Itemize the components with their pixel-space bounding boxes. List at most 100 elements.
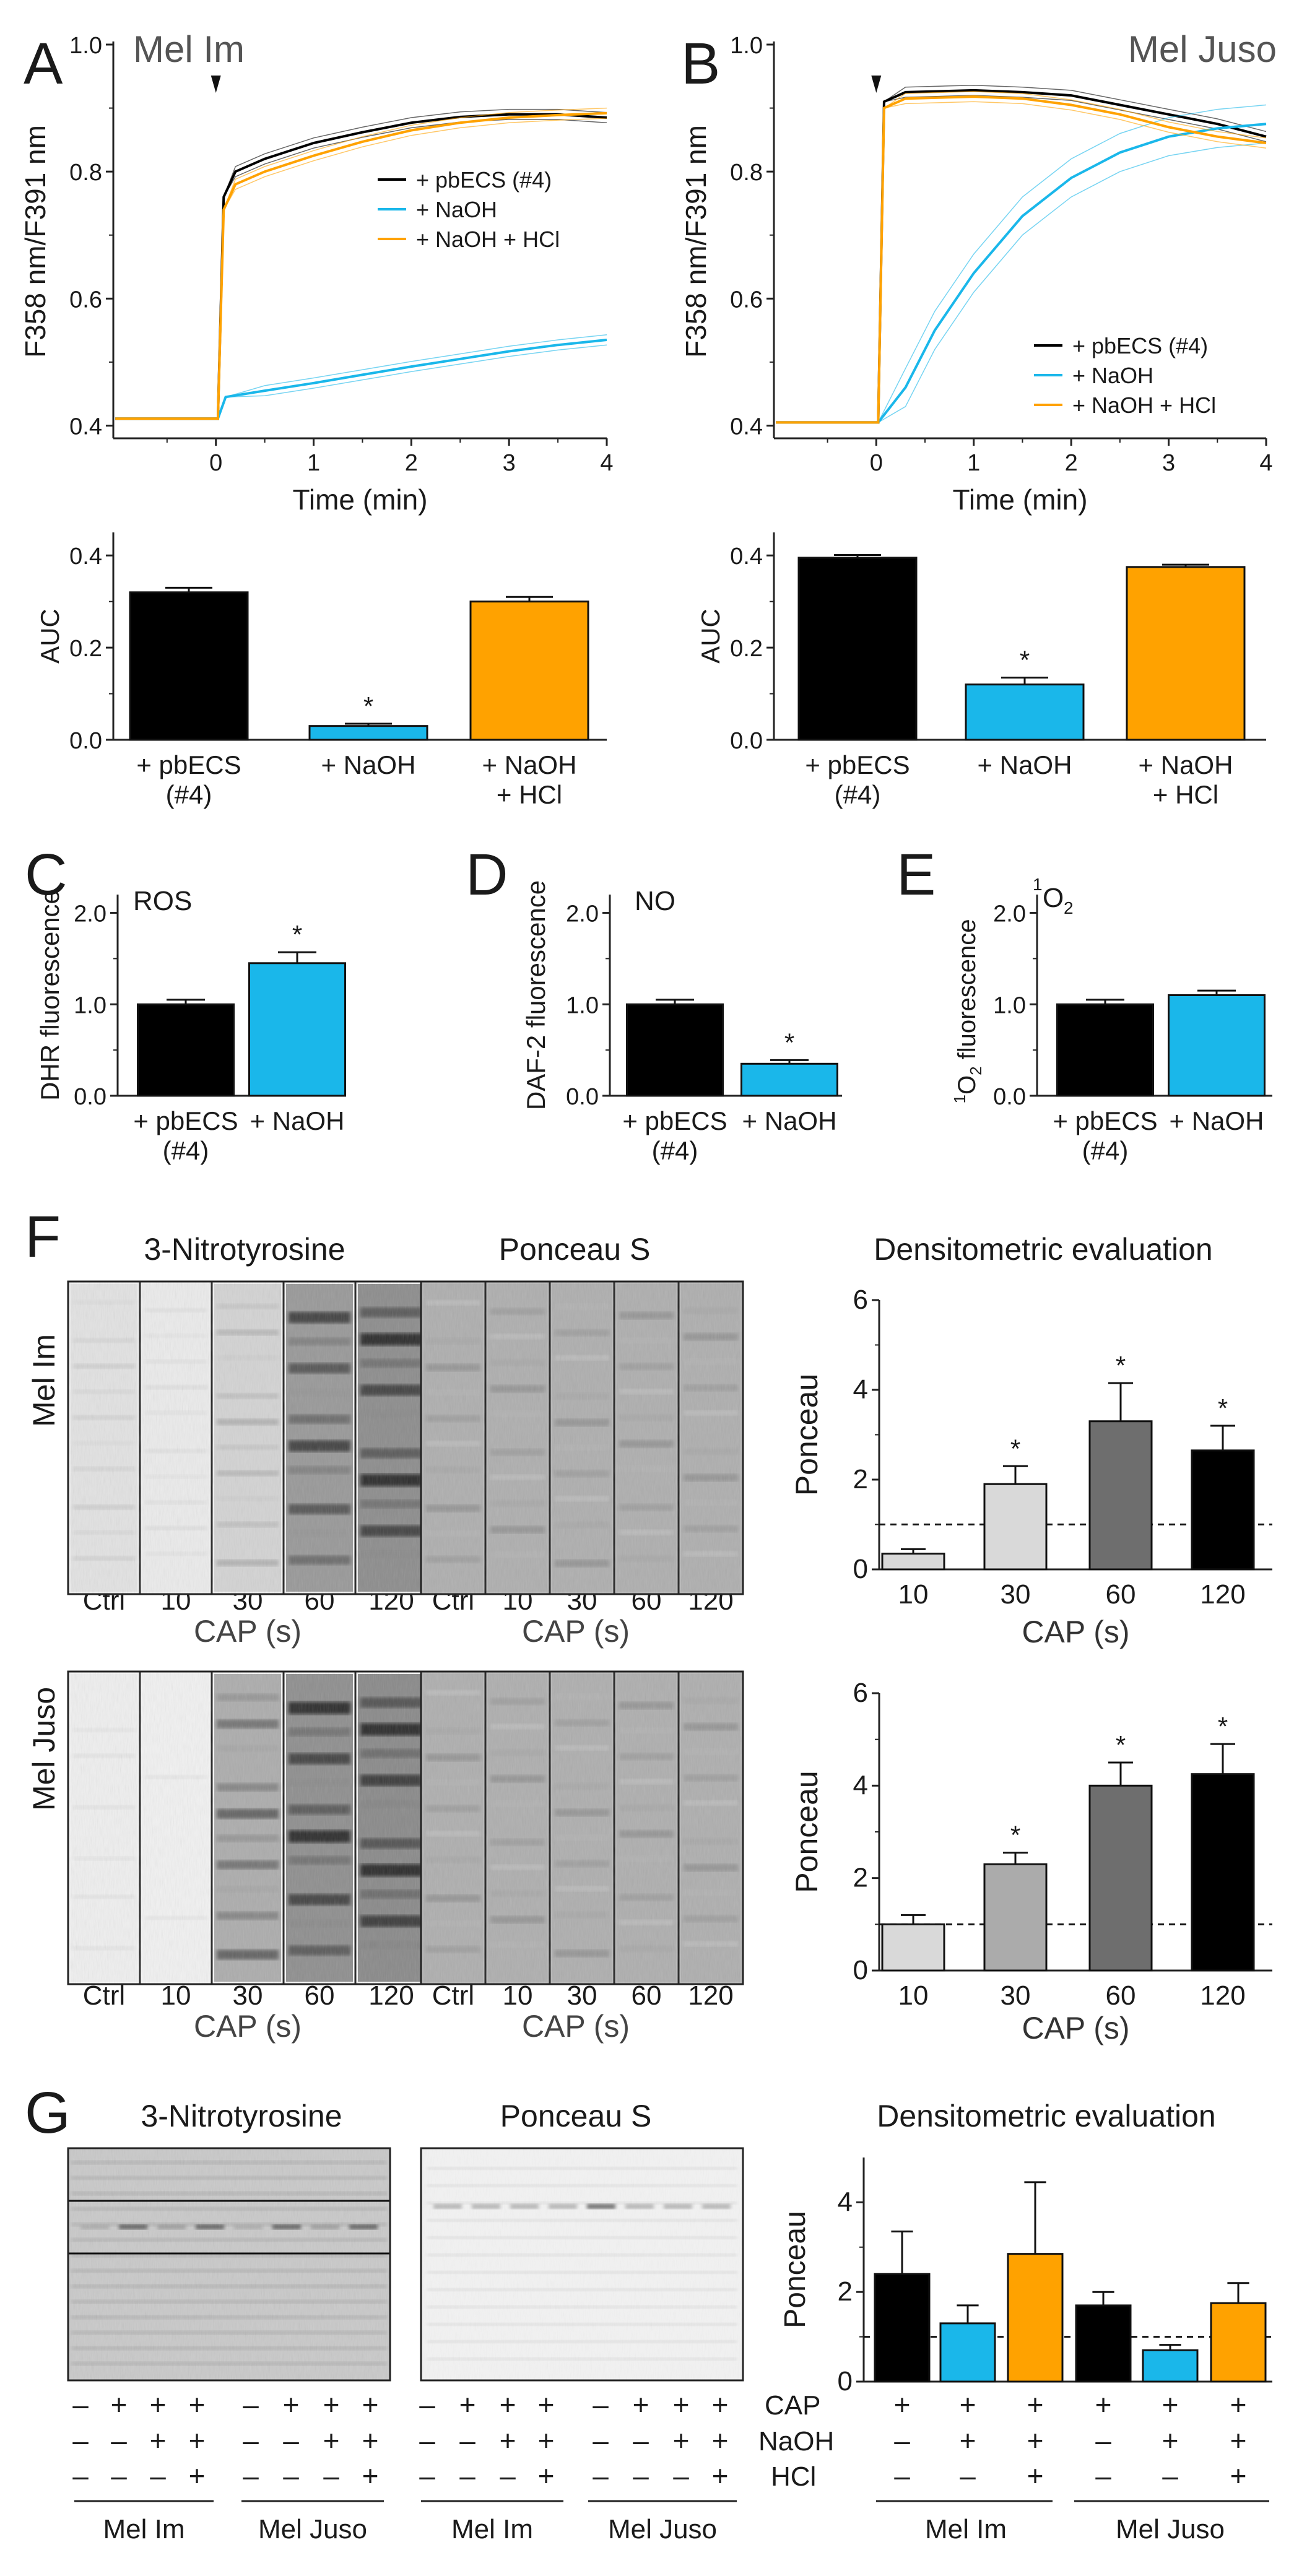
y-tick-label: 0.4 — [730, 414, 763, 440]
y-tick-label: 0.8 — [730, 160, 763, 186]
significance-star: * — [1116, 1730, 1126, 1759]
sign-naoh: + — [323, 2424, 340, 2457]
sign-cap: – — [72, 2388, 89, 2421]
g-densito-title: Densitometric evaluation — [877, 2099, 1216, 2133]
chart-a-trace: 0.4 0.6 0.8 1.0 0 1 2 3 4 Time (min) F358 nm/F391 … — [19, 33, 614, 516]
panel-a-title: Mel Im — [133, 28, 245, 70]
sign-cap: + — [459, 2388, 476, 2421]
category-label: + NaOH — [742, 1106, 837, 1135]
bar — [248, 962, 346, 1097]
bar — [874, 2273, 931, 2383]
x-tick-label: 2 — [1065, 450, 1078, 476]
sign-cap: – — [243, 2388, 259, 2421]
y-tick-label: 1.0 — [69, 33, 102, 59]
f-juso-nitro-cap: CAP (s) — [194, 2009, 302, 2044]
sign-hcl: – — [72, 2460, 89, 2492]
f-juso-ponceau-cap: CAP (s) — [522, 2009, 630, 2044]
y-tick-label: 0.6 — [69, 287, 102, 313]
bar — [1142, 2349, 1199, 2383]
category-label: + NaOH — [978, 750, 1072, 779]
g-nitro-title: 3-Nitrotyrosine — [141, 2099, 342, 2133]
series-sem-line — [115, 107, 607, 419]
bar — [881, 1923, 945, 1972]
sign-naoh: – — [1095, 2424, 1111, 2457]
lane-label: 120 — [688, 1980, 733, 2011]
series-sem-line — [776, 95, 1267, 423]
sign-naoh: + — [960, 2424, 976, 2457]
category-label: + NaOH — [1170, 1106, 1264, 1135]
sign-naoh: + — [673, 2424, 690, 2457]
panel-label-c: C — [25, 842, 67, 908]
y-tick-label: 4 — [838, 2187, 853, 2217]
bar — [1075, 2304, 1132, 2383]
series-line — [776, 89, 1267, 424]
f-ponceau-title: Ponceau S — [499, 1232, 651, 1267]
category-label: (#4) — [652, 1136, 698, 1165]
legend-label: + pbECS (#4) — [1072, 333, 1208, 358]
sign-naoh: – — [633, 2424, 649, 2457]
y-axis-label-text: 1O2 fluorescence — [950, 919, 985, 1104]
sign-cap: + — [1162, 2388, 1179, 2421]
panel-e-title-sub: 2 — [1064, 898, 1074, 917]
y-tick-label: 6 — [853, 1285, 868, 1315]
blot-texture — [68, 1672, 427, 1984]
chart-b-trace: 0.4 0.6 0.8 1.0 0 1 2 3 4 Time (min) F358 nm/F391 … — [680, 33, 1273, 516]
category-label: + pbECS — [136, 750, 241, 779]
blot-f-mel-im-nitrotyrosine — [67, 1280, 428, 1595]
blot-border — [67, 2147, 391, 2382]
bar — [626, 1003, 724, 1097]
category-label: 60 — [1106, 1579, 1136, 1610]
sign-hcl: – — [593, 2460, 609, 2492]
sign-cap: + — [1027, 2388, 1044, 2421]
blot-f-mel-juso-ponceau — [420, 1670, 744, 1985]
x-tick-label: 1 — [967, 450, 980, 476]
sign-hcl: – — [150, 2460, 166, 2492]
y-tick-label: 0.2 — [69, 636, 102, 662]
sign-cap: + — [283, 2388, 300, 2421]
y-tick-label: 4 — [853, 1374, 868, 1405]
category-label: (#4) — [166, 780, 212, 809]
series-sem-line — [115, 108, 607, 419]
significance-star: * — [1010, 1434, 1020, 1463]
x-tick-label: 3 — [1162, 450, 1175, 476]
y-tick-label: 2 — [853, 1863, 868, 1893]
panel-label-f: F — [25, 1204, 61, 1270]
x-axis-label: Time (min) — [292, 484, 427, 516]
y-tick-label: 6 — [853, 1678, 868, 1708]
bar — [1210, 2302, 1267, 2383]
category-label: 120 — [1200, 1579, 1245, 1610]
sign-naoh: – — [283, 2424, 299, 2457]
sign-hcl: – — [283, 2460, 299, 2492]
panel-b-title: Mel Juso — [1128, 28, 1277, 70]
category-label: 60 — [1106, 1980, 1136, 2011]
x-axis-label: CAP (s) — [1022, 2011, 1129, 2045]
significance-star: * — [1020, 646, 1030, 675]
y-tick-label: 2 — [838, 2276, 853, 2307]
sign-naoh: – — [459, 2424, 475, 2457]
chart-f-mel-juso: 0 2 4 6 Ponceau * * * 10 30 60 120 CAP (s) Ctrl 10 30 60… — [83, 1678, 1272, 2045]
y-tick-label: 0 — [853, 1554, 868, 1584]
panel-label-g: G — [25, 2080, 71, 2146]
category-label: 120 — [1200, 1980, 1245, 2011]
significance-star: * — [1218, 1394, 1228, 1423]
category-label: (#4) — [163, 1136, 209, 1165]
y-axis-label: Ponceau — [779, 2211, 812, 2328]
panel-label-e: E — [897, 842, 936, 908]
group-label: Mel Juso — [608, 2514, 717, 2544]
lane-label: Ctrl — [432, 1980, 474, 2011]
category-label: + pbECS — [622, 1106, 727, 1135]
y-axis-label: AUC — [35, 609, 64, 664]
f-row-label-mel-juso: Mel Juso — [27, 1687, 61, 1811]
category-label: 10 — [898, 1579, 929, 1610]
lane-label: 60 — [632, 1980, 662, 2011]
group-label: Mel Im — [103, 2514, 185, 2544]
category-label: + HCl — [497, 780, 562, 809]
sign-cap: + — [712, 2388, 729, 2421]
group-label: Mel Juso — [258, 2514, 367, 2544]
sign-naoh: + — [189, 2424, 206, 2457]
sign-hcl: – — [459, 2460, 475, 2492]
sign-hcl: – — [111, 2460, 127, 2492]
sign-naoh: + — [362, 2424, 379, 2457]
blot-border — [420, 2147, 744, 2382]
